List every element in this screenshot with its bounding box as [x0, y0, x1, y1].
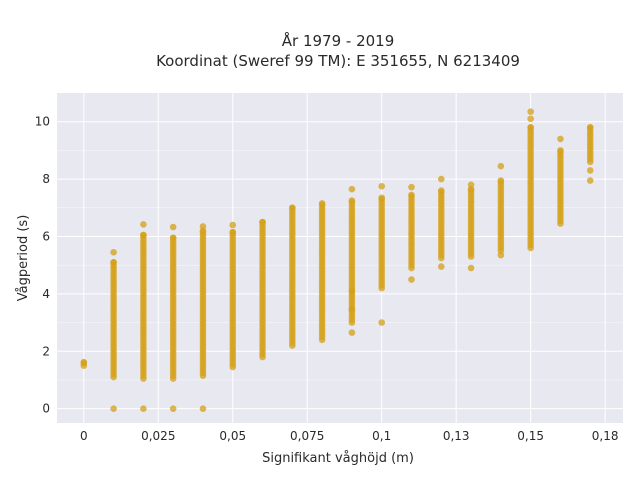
data-point — [586, 124, 594, 131]
data-point — [110, 259, 117, 266]
data-point — [437, 175, 445, 183]
data-point — [527, 108, 534, 115]
data-point — [378, 319, 386, 326]
data-point — [289, 204, 296, 212]
data-point — [408, 191, 415, 199]
data-point — [497, 251, 505, 259]
data-point — [378, 194, 386, 202]
data-point — [140, 405, 147, 412]
data-point — [348, 306, 356, 313]
data-point — [80, 358, 88, 366]
data-point — [169, 405, 177, 412]
data-point — [408, 276, 415, 283]
data-point — [527, 124, 534, 131]
data-point — [348, 185, 356, 193]
data-point — [437, 263, 445, 270]
x-tick-label: 0 — [80, 429, 88, 443]
x-tick-label: 0,13 — [443, 429, 470, 443]
data-point — [229, 228, 237, 236]
data-point — [259, 218, 266, 226]
data-point — [140, 231, 147, 239]
x-tick-label: 0,15 — [517, 429, 544, 443]
grid-lines — [57, 93, 623, 423]
data-point — [557, 135, 564, 143]
data-point — [169, 234, 177, 242]
data-point — [348, 197, 356, 204]
y-axis-label: Vågperiod (s) — [16, 215, 31, 302]
x-tick-label: 0,025 — [141, 429, 175, 443]
y-tick-label: 2 — [42, 344, 50, 358]
data-point — [318, 200, 326, 207]
data-point — [586, 167, 594, 174]
data-points — [80, 108, 594, 412]
data-point — [408, 183, 415, 191]
data-point — [348, 329, 356, 336]
chart-subtitle: Koordinat (Sweref 99 TM): E 351655, N 62… — [156, 52, 520, 70]
y-tick-label: 8 — [42, 172, 50, 186]
y-tick-label: 0 — [42, 402, 50, 416]
data-point — [229, 221, 237, 229]
data-point — [497, 177, 505, 184]
y-tick-label: 6 — [42, 229, 50, 243]
chart-title: År 1979 - 2019 — [282, 31, 395, 50]
data-point — [437, 187, 445, 194]
data-point — [527, 115, 534, 123]
data-point — [169, 223, 177, 231]
data-point — [467, 181, 475, 189]
data-point — [140, 221, 147, 228]
y-tick-label: 4 — [42, 287, 50, 301]
y-tick-label: 10 — [35, 115, 50, 129]
x-tick-label: 0,05 — [219, 429, 246, 443]
data-point — [199, 223, 207, 230]
data-point — [110, 248, 117, 256]
data-point — [110, 405, 117, 412]
data-point — [497, 162, 505, 170]
data-point — [199, 405, 207, 412]
data-point — [557, 147, 564, 154]
x-tick-label: 0,18 — [592, 429, 619, 443]
x-tick-labels: 0 0,025 0,05 0,075 0,1 0,13 0,15 0,18 — [80, 429, 618, 443]
data-point — [467, 264, 475, 272]
x-tick-label: 0,1 — [372, 429, 391, 443]
x-tick-label: 0,075 — [290, 429, 324, 443]
data-point — [348, 287, 356, 295]
data-point — [586, 177, 594, 184]
data-point — [378, 182, 386, 190]
x-axis-label: Signifikant våghöjd (m) — [262, 451, 414, 466]
y-tick-labels: 0 2 4 6 8 10 — [35, 115, 50, 416]
